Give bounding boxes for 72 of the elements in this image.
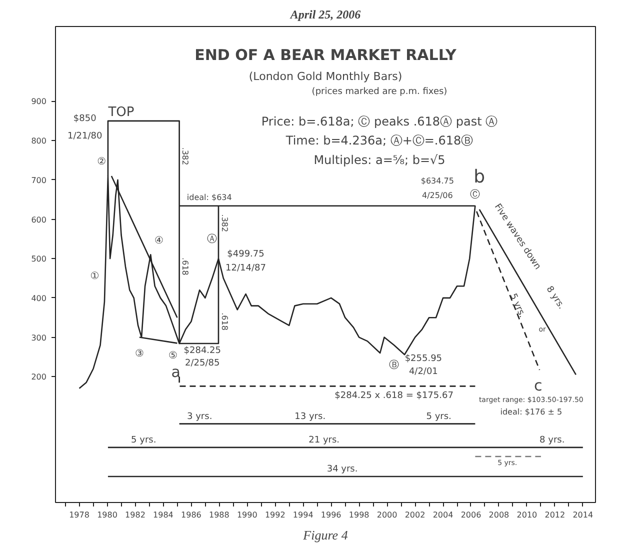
x-tick-label: 1988 [209,510,230,520]
annotation: 5 yrs. [131,436,156,446]
x-tick-label: 2012 [544,510,566,520]
y-tick-label: 300 [31,333,47,342]
annotation: 4/2/01 [408,366,438,377]
x-tick-label: 1996 [320,510,342,520]
x-tick-label: 1998 [348,510,370,520]
annotation: .618 [220,312,229,330]
x-tick-label: 2000 [376,510,398,520]
annotation: 4/25/06 [422,191,453,200]
text: END OF A BEAR MARKET RALLY [194,46,458,64]
annotation: .618 [180,258,190,276]
annotation: $850 [73,114,97,124]
annotation: $499.75 [227,250,264,260]
annotation: Multiples: a=⅝; b=√5 [314,152,446,167]
text: (London Gold Monthly Bars) [248,70,402,83]
annotation: 3 yrs. [187,412,212,422]
annotation: 13 yrs. [294,412,326,422]
y-tick-label: 800 [31,136,47,146]
annotation: c [534,376,542,394]
annotation: ideal: $634 [186,193,232,202]
x-tick-label: 1994 [292,510,314,520]
annotation: 1/21/80 [68,132,102,142]
y-tick-label: 900 [31,97,47,106]
annotation: Ⓐ [207,233,218,246]
annotation: b [474,166,486,188]
annotation: Ⓑ [389,359,400,372]
annotation: ⑤ [168,350,178,362]
caption: Figure 4 [302,528,348,542]
annotation: ideal: $176 ± 5 [500,408,562,417]
x-tick-label: 2008 [488,510,510,520]
x-tick-label: 2004 [432,510,454,520]
annotation: 5 yrs. [507,292,527,320]
y-tick-label: 200 [31,372,47,382]
x-tick-label: 2014 [572,510,594,520]
annotation: 12/14/87 [226,263,266,274]
annotation: $284.25 [184,346,221,356]
annotation: Price: b=.618a; Ⓒ peaks .618Ⓐ past Ⓐ [261,114,498,129]
x-tick-label: 2002 [404,510,426,520]
annotation: $634.75 [420,176,454,186]
x-tick-label: 2006 [460,510,482,520]
y-tick-label: 400 [31,294,47,303]
annotation: Time: b=4.236a; Ⓐ+Ⓒ=.618Ⓑ [284,134,474,148]
annotation: 34 yrs. [326,464,358,474]
annotation: 5 yrs. [426,412,452,422]
annotation: 8 yrs. [540,436,565,446]
annotation: .382 [180,147,190,166]
x-tick-label: 1982 [125,510,146,520]
x-tick-label: 1984 [153,510,174,520]
annotation: Ⓒ [470,188,480,200]
annotation: .382 [220,214,229,232]
annotation: (prices marked are p.m. fixes) [312,87,448,98]
annotation: ③ [134,348,144,360]
x-tick-label: 1980 [97,510,118,520]
annotation: a [171,362,180,381]
annotation: ② [97,156,106,168]
annotation: ① [90,270,100,282]
y-tick-label: 700 [31,176,47,185]
annotation: TOP [107,104,134,120]
text: April 25, 2006 [289,8,361,22]
annotation: ④ [154,235,164,246]
annotation: 2/25/85 [185,358,220,369]
x-tick-label: 1990 [236,510,258,520]
annotation: $255.95 [404,354,442,364]
x-tick-label: 1978 [69,510,90,520]
x-tick-label: 1986 [181,510,202,520]
x-tick-label: 2010 [516,510,538,520]
y-tick-label: 500 [31,254,47,264]
annotation: $284.25 x .618 = $175.67 [334,391,454,402]
x-tick-label: 1992 [264,510,286,520]
annotation: 21 yrs. [308,436,340,446]
y-tick-label: 600 [31,215,47,224]
